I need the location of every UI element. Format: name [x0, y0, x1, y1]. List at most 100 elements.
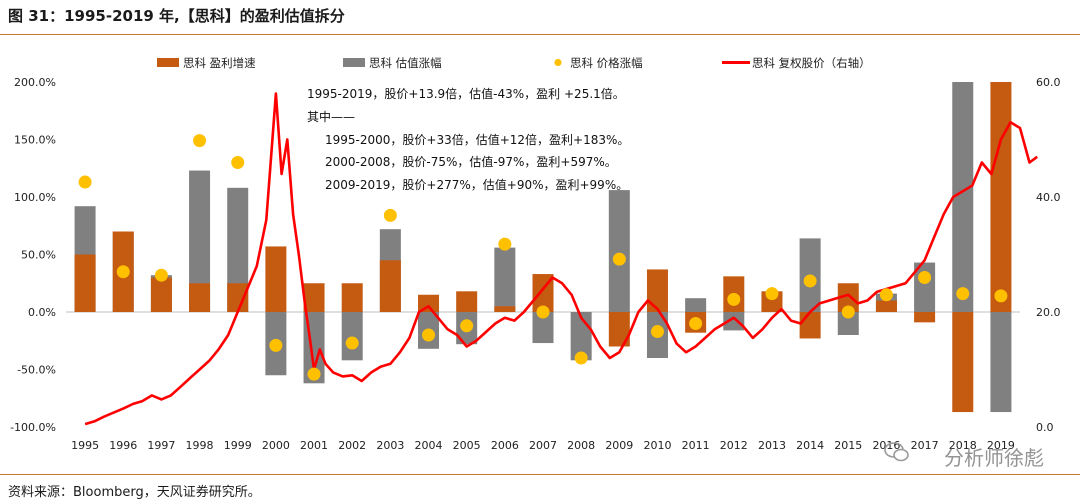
price-change-dot: [307, 367, 321, 381]
y-left-tick-label: 200.0%: [14, 76, 56, 89]
x-tick-label: 2017: [911, 439, 939, 452]
annotation-line: 1995-2019，股价+13.9倍，估值-43%，盈利 +25.1倍。: [307, 86, 625, 101]
price-change-dot: [536, 305, 550, 319]
price-change-markers: [78, 134, 1008, 381]
x-tick-label: 2010: [643, 439, 671, 452]
earnings-bar: [990, 82, 1012, 312]
valuation-bar: [723, 312, 745, 331]
valuation-bar: [685, 298, 707, 312]
x-tick-label: 2006: [491, 439, 519, 452]
annotation-block: 1995-2019，股价+13.9倍，估值-43%，盈利 +25.1倍。其中——…: [307, 86, 629, 192]
price-change-dot: [78, 175, 92, 189]
y-left-tick-label: 150.0%: [14, 134, 56, 147]
earnings-bar: [799, 312, 821, 339]
legend-label: 思科 盈利增速: [183, 56, 256, 70]
price-change-dot: [918, 271, 932, 284]
price-change-dot: [116, 265, 130, 279]
price-change-dot: [803, 274, 817, 288]
wechat-icon: [884, 442, 909, 462]
x-tick-label: 1999: [224, 439, 252, 452]
x-tick-label: 2003: [376, 439, 404, 452]
valuation-bar: [952, 82, 974, 312]
price-change-dot: [612, 252, 626, 266]
bars: [74, 82, 1012, 413]
price-change-dot: [269, 338, 283, 352]
header-rule: [0, 34, 1080, 35]
x-tick-label: 2012: [720, 439, 748, 452]
y-left-tick-label: 100.0%: [14, 191, 56, 204]
price-change-dot: [193, 134, 207, 148]
x-tick-label: 2000: [262, 439, 290, 452]
annotation-line: 2000-2008，股价-75%，估值-97%，盈利+597%。: [325, 154, 617, 169]
earnings-bar: [914, 312, 936, 323]
x-tick-label: 2002: [338, 439, 366, 452]
earnings-bar: [608, 312, 630, 347]
figure-header: 图 31：1995-2019 年,【思科】的盈利估值拆分: [0, 0, 1080, 36]
y-right-tick-label: 0.0: [1036, 421, 1054, 434]
chart: 思科 盈利增速 思科 估值涨幅 思科 价格涨幅 思科 复权股价（右轴） 200.0% 1…: [10, 56, 1060, 452]
price-change-dot: [498, 237, 512, 251]
valuation-bar: [494, 247, 516, 312]
earnings-bar: [265, 246, 287, 312]
price-change-dot: [994, 289, 1008, 303]
valuation-bar: [837, 312, 859, 335]
price-change-dot: [383, 208, 397, 222]
x-tick-label: 2001: [300, 439, 328, 452]
x-tick-label: 1996: [109, 439, 137, 452]
y-left-tick-label: 50.0%: [21, 249, 56, 262]
annotation-line: 其中——: [307, 109, 355, 124]
watermark: 分析师徐彪: [944, 446, 1044, 470]
valuation-bar: [341, 312, 363, 361]
x-tick-label: 2015: [834, 439, 862, 452]
footer-rule: [0, 474, 1080, 475]
price-change-dot: [689, 317, 703, 330]
x-tick-label: 2019: [987, 439, 1015, 452]
earnings-bar: [189, 283, 211, 312]
earnings-bar: [875, 300, 897, 312]
price-change-dot: [231, 156, 245, 169]
earnings-bar: [418, 294, 440, 312]
axes: 200.0% 150.0% 100.0% 50.0% 0.0% -50.0% -100.0%…: [10, 76, 1060, 452]
x-tick-label: 2013: [758, 439, 786, 452]
x-tick-label: 2011: [682, 439, 710, 452]
legend-label: 思科 估值涨幅: [369, 56, 442, 70]
x-tick-label: 1998: [186, 439, 214, 452]
earnings-bar: [150, 277, 172, 312]
legend-label: 思科 复权股价（右轴）: [752, 56, 871, 70]
valuation-bar: [608, 190, 630, 312]
y-right-tick-label: 60.0: [1036, 76, 1061, 89]
legend-swatch: [554, 58, 562, 67]
y-right-tick-label: 20.0: [1036, 306, 1061, 319]
price-change-dot: [841, 305, 855, 319]
x-tick-label: 1997: [147, 439, 175, 452]
price-change-dot: [460, 319, 474, 333]
earnings-bar: [837, 283, 859, 312]
x-tick-label: 2014: [796, 439, 824, 452]
annotation-line: 2009-2019，股价+277%，估值+90%，盈利+99%。: [325, 177, 628, 192]
legend: 思科 盈利增速 思科 估值涨幅 思科 价格涨幅 思科 复权股价（右轴）: [157, 56, 871, 70]
valuation-bar: [227, 187, 249, 312]
earnings-bar: [341, 283, 363, 312]
price-change-dot: [345, 336, 359, 350]
x-tick-label: 2009: [605, 439, 633, 452]
annotation-line: 1995-2000，股价+33倍，估值+12倍，盈利+183%。: [325, 132, 629, 147]
price-change-dot: [727, 292, 741, 306]
earnings-bar: [646, 269, 668, 312]
price-change-dot: [154, 268, 168, 282]
x-tick-label: 2004: [415, 439, 443, 452]
x-tick-label: 2007: [529, 439, 557, 452]
valuation-bar: [990, 312, 1012, 413]
x-tick-label: 2005: [453, 439, 481, 452]
y-right-tick-label: 40.0: [1036, 191, 1061, 204]
earnings-bar: [74, 254, 96, 312]
earnings-bar: [227, 283, 249, 312]
earnings-bar: [952, 312, 974, 413]
valuation-bar: [532, 312, 554, 344]
earnings-bar: [379, 260, 401, 312]
legend-swatch: [343, 58, 365, 67]
y-left-tick-label: -100.0%: [10, 421, 56, 434]
earnings-bar: [303, 283, 325, 312]
y-left-tick-label: -50.0%: [17, 364, 56, 377]
valuation-bar: [189, 170, 211, 312]
price-change-dot: [650, 325, 664, 339]
